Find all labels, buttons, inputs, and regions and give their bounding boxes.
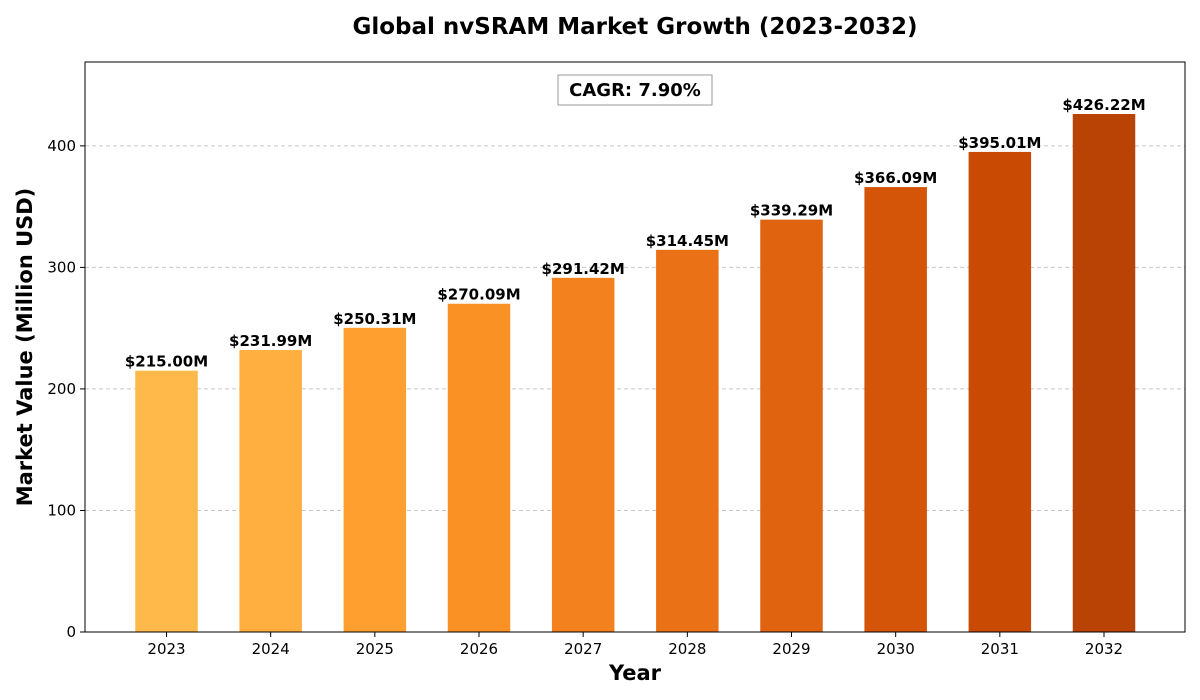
x-tick-label-2030: 2030 — [877, 640, 915, 658]
data-label-2024: $231.99M — [229, 332, 312, 350]
y-tick-label: 300 — [47, 258, 76, 276]
bar-2030 — [864, 187, 927, 633]
bar-2023 — [135, 370, 198, 632]
x-tick-label-2032: 2032 — [1085, 640, 1123, 658]
bar-2028 — [656, 249, 719, 632]
data-label-2023: $215.00M — [125, 353, 208, 371]
data-label-2032: $426.22M — [1062, 96, 1145, 114]
data-labels: $215.00M $231.99M $250.31M $270.09M $291.42M… — [125, 96, 1146, 371]
x-tick-label-2027: 2027 — [564, 640, 602, 658]
x-tick-label-2024: 2024 — [252, 640, 290, 658]
y-tick-label: 0 — [66, 623, 76, 641]
data-label-2025: $250.31M — [333, 310, 416, 328]
bar-2027 — [551, 277, 615, 632]
cagr-label: CAGR: 7.90% — [569, 80, 701, 101]
x-tick-label-2028: 2028 — [668, 640, 706, 658]
plot-frame — [84, 61, 1186, 633]
x-tick-label-2023: 2023 — [147, 640, 185, 658]
x-tick-label-2026: 2026 — [460, 640, 498, 658]
data-label-2031: $395.01M — [958, 134, 1041, 152]
y-tick-label: 200 — [47, 380, 76, 398]
y-tick-label: 400 — [47, 137, 76, 155]
bar-2024 — [239, 350, 302, 632]
bar-2031 — [968, 151, 1032, 632]
data-label-2030: $366.09M — [854, 169, 937, 187]
cagr-box — [557, 74, 713, 106]
y-axis: 0 100 200 300 400 — [47, 137, 85, 641]
bars — [135, 113, 1136, 633]
data-label-2026: $270.09M — [437, 286, 520, 304]
x-axis: 2023 2024 2025 2026 2027 2028 2029 2030 2031 2032 — [147, 632, 1123, 658]
bar-2029 — [760, 219, 823, 632]
y-axis-title: Market Value (Million USD) — [13, 188, 37, 507]
bar-2032 — [1072, 113, 1136, 633]
x-axis-title: Year — [608, 661, 662, 685]
data-label-2027: $291.42M — [542, 260, 625, 278]
x-tick-label-2029: 2029 — [772, 640, 810, 658]
x-tick-label-2025: 2025 — [356, 640, 394, 658]
chart-title: Global nvSRAM Market Growth (2023-2032) — [352, 14, 917, 40]
data-label-2028: $314.45M — [646, 232, 729, 250]
bar-2026 — [447, 303, 511, 632]
x-tick-label-2031: 2031 — [981, 640, 1019, 658]
data-label-2029: $339.29M — [750, 202, 833, 220]
bar-2025 — [343, 327, 407, 632]
y-tick-label: 100 — [47, 501, 76, 519]
cagr-annotation: CAGR: 7.90% — [557, 74, 713, 106]
